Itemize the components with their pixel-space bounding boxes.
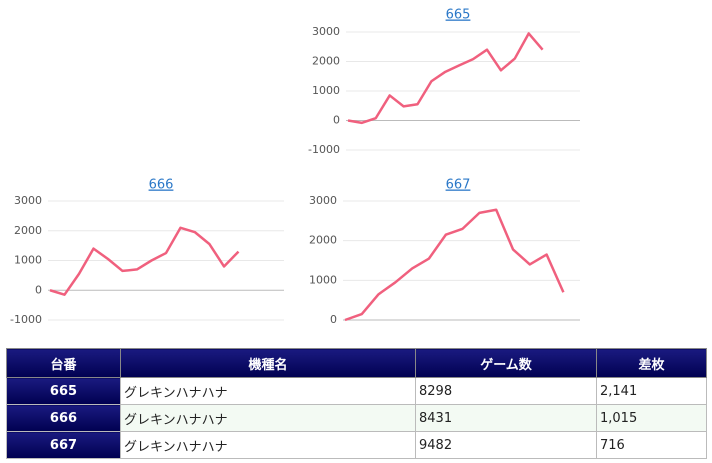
- line: [344, 208, 565, 322]
- table-cell: 9482: [415, 431, 597, 459]
- table-cell: 665: [6, 377, 121, 405]
- y-tick-label: 0: [35, 283, 42, 296]
- y-tick-label: 2000: [309, 234, 337, 247]
- y-tick-label: 0: [330, 313, 337, 326]
- y-tick-label: 1000: [312, 84, 340, 97]
- table-cell: 666: [6, 404, 121, 432]
- table-cell: 667: [6, 431, 121, 459]
- table-cell: 2,141: [596, 377, 707, 405]
- header-cell: 台番: [6, 348, 121, 378]
- table-row: 665 グレキンハナハナ 8298 2,141: [6, 377, 707, 405]
- table-cell: 8298: [415, 377, 597, 405]
- header-row: 台番 機種名 ゲーム数 差枚: [6, 348, 707, 378]
- y-tick-label: 2000: [312, 55, 340, 68]
- table-cell: グレキンハナハナ: [120, 431, 416, 459]
- chart-title[interactable]: 667: [446, 178, 471, 193]
- data-table: 台番 機種名 ゲーム数 差枚 665 グレキンハナハナ 8298 2,141 666 グレ…: [6, 348, 707, 459]
- y-tick-label: -1000: [308, 143, 340, 156]
- line: [347, 32, 544, 125]
- chart-title[interactable]: 666: [149, 178, 174, 193]
- table-cell: 8431: [415, 404, 597, 432]
- y-tick-label: 1000: [309, 273, 337, 286]
- header-cell: 機種名: [120, 348, 416, 378]
- y-tick-label: 3000: [312, 25, 340, 38]
- header-cell: ゲーム数: [415, 348, 597, 378]
- table-row: 666 グレキンハナハナ 8431 1,015: [6, 404, 707, 432]
- table-row: 667 グレキンハナハナ 9482 716: [6, 431, 707, 459]
- y-tick-label: 3000: [14, 194, 42, 207]
- table-cell: グレキンハナハナ: [120, 404, 416, 432]
- header-cell: 差枚: [596, 348, 707, 378]
- chart-title[interactable]: 665: [446, 8, 471, 23]
- table-cell: グレキンハナハナ: [120, 377, 416, 405]
- line: [49, 226, 240, 296]
- charts: 665 -1000 0 1000 2000 3000 666 -1000 0 1000 2000 30…: [10, 8, 580, 326]
- y-tick-label: -1000: [10, 313, 42, 326]
- y-tick-label: 3000: [309, 194, 337, 207]
- y-tick-label: 1000: [14, 254, 42, 267]
- table-cell: 716: [596, 431, 707, 459]
- y-tick-label: 2000: [14, 224, 42, 237]
- y-tick-label: 0: [333, 114, 340, 127]
- table-cell: 1,015: [596, 404, 707, 432]
